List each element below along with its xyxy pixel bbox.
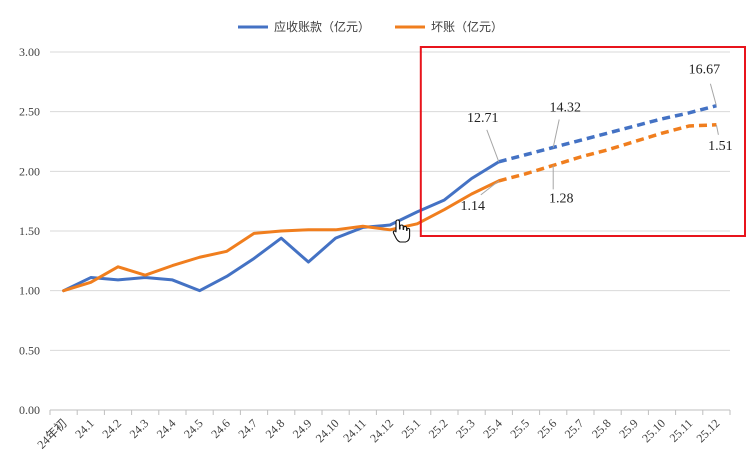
x-tick-label: 24年初: [34, 416, 69, 451]
x-tick-label: 24.2: [99, 416, 124, 441]
annotation-leader: [715, 124, 719, 135]
x-axis: 24年初 24.1 24.2 24.3 24.4 24.5 24.6 24.7 24.8 24.9…: [34, 410, 731, 452]
y-axis: 0.00 0.50 1.00 1.50 2.00 2.50 3.00: [19, 45, 40, 417]
data-label: 1.28: [549, 191, 574, 206]
annotation-leader: [709, 83, 717, 106]
annotation-leader: [552, 119, 560, 148]
series-lines: [62, 104, 717, 293]
x-tick-label: 24.9: [290, 416, 315, 441]
y-tick-label: 1.50: [19, 224, 40, 238]
x-tick-label: 24.3: [127, 416, 152, 441]
x-tick-label: 24.1: [72, 416, 97, 441]
series-0-solid-line: [62, 160, 501, 293]
data-label: 14.32: [549, 100, 581, 115]
series-1-dashed-line: [498, 123, 717, 183]
x-tick-label: 24.6: [208, 416, 233, 441]
x-tick-label: 25.7: [562, 416, 587, 441]
data-label: 12.71: [467, 111, 499, 126]
x-tick-label: 25.5: [507, 416, 532, 441]
y-tick-label: 2.50: [19, 105, 40, 119]
highlight-box: [419, 46, 746, 237]
y-tick-label: 3.00: [19, 45, 40, 59]
x-tick-label: 24.10: [313, 416, 342, 445]
x-tick-label: 24.8: [263, 416, 288, 441]
annotation-leader: [480, 180, 500, 196]
series-1-solid-line: [62, 179, 501, 293]
x-tick-label: 25.3: [453, 416, 478, 441]
x-tick-label: 24.11: [340, 416, 369, 445]
y-tick-label: 0.50: [19, 343, 40, 357]
annotation-leader: [486, 129, 500, 162]
data-label: 16.67: [689, 63, 721, 78]
legend-label: 应收账款（亿元）: [274, 19, 370, 34]
gridlines: [50, 51, 730, 411]
x-tick-label: 24.5: [181, 416, 206, 441]
x-tick-label: 25.11: [667, 416, 696, 445]
x-tick-label: 25.9: [616, 416, 641, 441]
y-tick-label: 0.00: [19, 403, 40, 417]
data-label: 1.14: [461, 199, 486, 214]
data-label: 1.51: [708, 139, 733, 154]
legend: 应收账款（亿元） 坏账（亿元）: [238, 19, 503, 34]
x-tick-label: 25.10: [639, 416, 668, 445]
x-tick-label: 25.12: [694, 416, 723, 445]
x-tick-label: 25.8: [589, 416, 614, 441]
y-tick-label: 2.00: [19, 164, 40, 178]
legend-label: 坏账（亿元）: [431, 19, 503, 34]
x-tick-label: 25.1: [399, 416, 424, 441]
x-tick-label: 24.12: [367, 416, 396, 445]
y-tick-label: 1.00: [19, 284, 40, 298]
x-tick-label: 25.6: [535, 416, 560, 441]
x-tick-label: 25.4: [480, 416, 505, 441]
x-tick-label: 25.2: [426, 416, 451, 441]
x-tick-label: 24.7: [235, 416, 260, 441]
x-tick-label: 24.4: [154, 416, 179, 441]
data-annotations: 12.71 14.32 16.67 1.14 1.28 1.51: [461, 63, 733, 214]
series-0-dashed-line: [498, 104, 717, 164]
hand-cursor-icon: [392, 219, 411, 243]
